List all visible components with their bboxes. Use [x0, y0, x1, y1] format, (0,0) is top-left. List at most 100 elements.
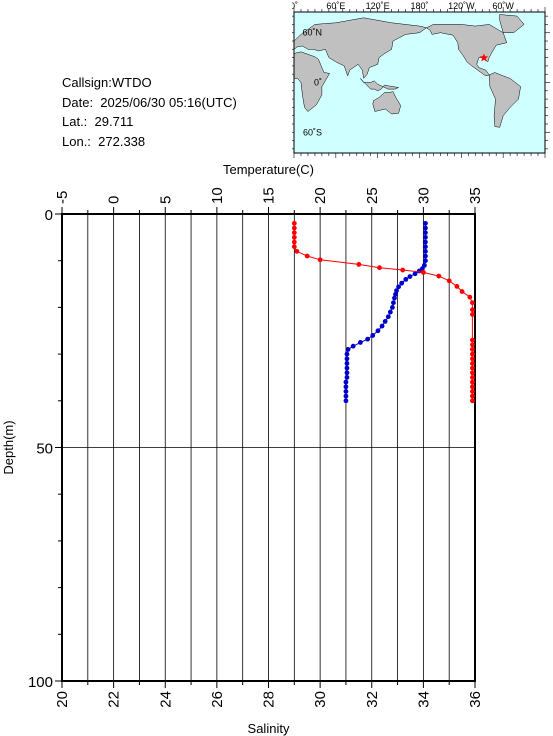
- temperature-axis-title: Temperature(C): [223, 162, 314, 177]
- longitude-text: Lon.: 272.338: [62, 133, 146, 149]
- temperature-point: [379, 323, 385, 329]
- salinity-point: [470, 337, 475, 343]
- salinity-point: [377, 265, 382, 271]
- temperature-point: [423, 258, 428, 264]
- depth-tick-label: 100: [28, 674, 53, 691]
- map-lat-label: 60˚S: [303, 127, 322, 137]
- salinity-point: [291, 230, 297, 236]
- temperature-point: [365, 336, 371, 342]
- temperature-point: [423, 239, 428, 245]
- salinity-point: [470, 365, 475, 371]
- salinity-point: [420, 269, 426, 275]
- salinity-point: [436, 273, 442, 279]
- temperature-point: [399, 280, 405, 286]
- salinity-point: [291, 234, 297, 240]
- temperature-point: [393, 291, 398, 297]
- temperature-point: [370, 333, 376, 338]
- temperature-point: [382, 319, 388, 324]
- salinity-point: [459, 289, 465, 294]
- salinity-point: [317, 257, 323, 263]
- temperature-point: [423, 248, 428, 254]
- map-lat-label: 0˚: [314, 78, 322, 88]
- landmass-greenland: [499, 14, 525, 33]
- salinity-point: [454, 283, 460, 289]
- depth-axis-title: Depth(m): [1, 420, 16, 474]
- temperature-tick-label: 10: [209, 187, 226, 204]
- salinity-tick-label: 36: [467, 691, 484, 708]
- temperature-tick-label: 30: [415, 187, 432, 204]
- temperature-point: [423, 225, 428, 231]
- salinity-tick-label: 28: [261, 691, 278, 708]
- temperature-tick-label: 20: [312, 187, 329, 204]
- temperature-point: [350, 343, 356, 349]
- salinity-point: [291, 220, 297, 226]
- temperature-point: [343, 389, 349, 394]
- salinity-point: [291, 225, 297, 231]
- salinity-point: [470, 307, 475, 313]
- temperature-point: [344, 375, 350, 380]
- salinity-point: [294, 248, 300, 254]
- temperature-point: [396, 284, 401, 290]
- salinity-point: [470, 379, 475, 385]
- salinity-point: [470, 375, 475, 380]
- map-lat-label: 60˚N: [302, 28, 322, 38]
- salinity-point: [304, 253, 310, 259]
- temperature-point: [343, 398, 349, 404]
- landmass-south-america: [488, 72, 521, 128]
- salinity-point: [470, 384, 475, 390]
- salinity-point: [470, 370, 475, 376]
- salinity-axis-title: Salinity: [248, 721, 290, 736]
- salinity-point: [470, 356, 475, 362]
- salinity-point: [356, 262, 362, 267]
- temperature-point: [343, 379, 349, 385]
- salinity-tick-label: 34: [415, 691, 432, 708]
- station-info: Callsign:WTDO Date: 2025/06/30 05:16(UTC…: [62, 73, 237, 151]
- salinity-tick-label: 32: [364, 691, 381, 708]
- salinity-series: [291, 220, 475, 404]
- temperature-point: [423, 244, 428, 250]
- landmass-africa: [293, 51, 330, 112]
- temperature-tick-label: 5: [157, 196, 174, 204]
- temperature-point: [423, 220, 428, 226]
- salinity-point: [446, 278, 452, 284]
- landmass-eurasia: [293, 17, 428, 79]
- temperature-point: [407, 274, 413, 279]
- temperature-point: [357, 340, 363, 345]
- location-map: 0˚ 60˚E 120˚E 180˚ 120˚W 60˚W 60˚N 0˚ 60˚S: [292, 1, 550, 158]
- temperature-tick-label: 15: [261, 187, 278, 204]
- landmass-australia: [372, 91, 401, 115]
- salinity-point: [291, 239, 297, 245]
- temperature-tick-label: 35: [467, 187, 484, 204]
- temperature-point: [403, 276, 409, 282]
- temperature-point: [416, 268, 422, 274]
- date-text: Date: 2025/06/30 05:16(UTC): [62, 94, 237, 110]
- map-lon-label: 60˚W: [492, 1, 514, 11]
- map-lon-label: 180˚: [410, 1, 428, 11]
- temperature-tick-label: 25: [364, 187, 381, 204]
- temperature-tick-label: 0: [106, 196, 123, 204]
- station-marker: [479, 53, 489, 62]
- salinity-point: [467, 294, 473, 300]
- latitude-text: Lat.: 29.711: [62, 114, 134, 129]
- temperature-point: [344, 356, 350, 362]
- landmass-southeast-asia: [360, 78, 400, 92]
- temperature-point: [394, 288, 399, 293]
- map-lon-label: 0˚: [292, 1, 298, 11]
- temperature-point: [344, 370, 350, 376]
- temperature-point: [344, 365, 350, 371]
- salinity-tick-label: 24: [157, 691, 174, 708]
- depth-tick-label: 0: [45, 207, 53, 224]
- temperature-point: [390, 305, 395, 310]
- salinity-point: [400, 267, 406, 273]
- map-lon-label: 120˚W: [448, 1, 475, 11]
- temperature-point: [343, 393, 349, 399]
- temperature-point: [387, 309, 393, 315]
- salinity-point: [470, 351, 475, 357]
- callsign-text: Callsign:WTDO: [62, 75, 152, 90]
- landmass-north-america: [426, 24, 508, 77]
- temperature-point: [344, 361, 350, 366]
- salinity-tick-label: 30: [312, 691, 329, 708]
- salinity-point: [470, 389, 475, 394]
- salinity-tick-label: 22: [106, 691, 123, 708]
